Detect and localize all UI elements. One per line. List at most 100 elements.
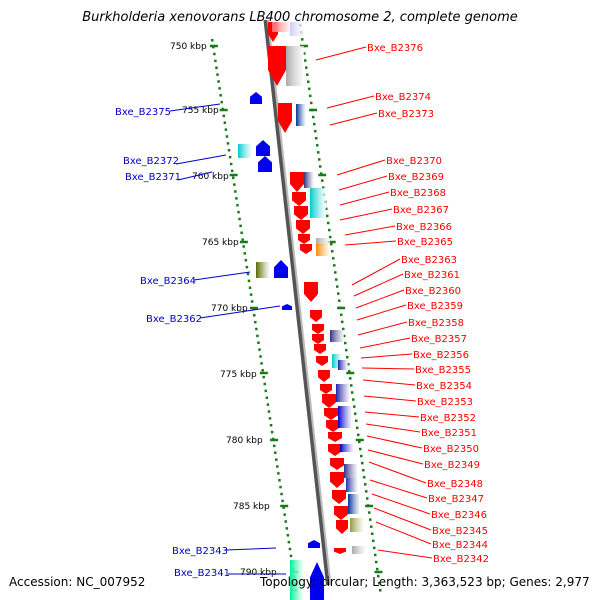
left-gene-label[interactable]: Bxe_B2371 <box>125 172 181 183</box>
gene-block <box>336 384 350 402</box>
scale-dot <box>228 155 232 159</box>
left-gene-labels: Bxe_B2375 Bxe_B2372 Bxe_B2371 Bxe_B2364 Bxe_… <box>115 103 286 579</box>
right-gene-label[interactable]: Bxe_B2361 <box>404 270 460 281</box>
right-gene-label[interactable]: Bxe_B2353 <box>417 397 473 408</box>
right-gene-label[interactable]: Bxe_B2349 <box>424 460 480 471</box>
right-gene-label[interactable]: Bxe_B2345 <box>432 526 488 537</box>
scale-dot <box>277 472 280 475</box>
gene-arrow-red <box>328 432 342 442</box>
scale-dot <box>317 151 320 154</box>
gene-arrow-red <box>316 356 328 366</box>
right-gene-label[interactable]: Bxe_B2354 <box>416 381 472 392</box>
right-gene-label[interactable]: Bxe_B2366 <box>396 222 452 233</box>
right-gene-label[interactable]: Bxe_B2369 <box>388 172 444 183</box>
right-label-leader <box>364 411 420 418</box>
right-label-leader <box>356 304 407 321</box>
scale-label: 760 kbp <box>192 172 229 182</box>
scale-dot <box>376 567 379 571</box>
scale-dot <box>321 179 324 182</box>
right-gene-label[interactable]: Bxe_B2363 <box>401 255 457 266</box>
scale-dot <box>307 80 310 83</box>
right-label-leader <box>360 353 413 359</box>
gene-arrow-red <box>330 472 344 488</box>
scale-dot <box>304 59 307 62</box>
right-gene-label[interactable]: Bxe_B2346 <box>431 510 487 521</box>
right-gene-label[interactable]: Bxe_B2357 <box>411 334 467 345</box>
scale-dot <box>332 257 335 260</box>
left-gene-label[interactable]: Bxe_B2343 <box>172 546 228 557</box>
right-gene-label[interactable]: Bxe_B2359 <box>407 301 463 312</box>
scale-dot <box>318 158 321 161</box>
scale-dot <box>349 377 352 380</box>
scale-dot <box>287 540 291 544</box>
scale-dot <box>282 506 285 509</box>
right-gene-label[interactable]: Bxe_B2356 <box>413 350 469 361</box>
scale-dot <box>215 66 218 69</box>
left-gene-label[interactable]: Bxe_B2375 <box>115 107 171 118</box>
scale-dot <box>236 204 239 207</box>
scale-dot <box>278 479 281 482</box>
scale-dot <box>280 492 283 496</box>
scale-dot <box>232 176 235 179</box>
left-label-leader <box>177 171 213 181</box>
left-gene-label[interactable]: Bxe_B2362 <box>146 314 202 325</box>
scale-dot <box>229 162 233 166</box>
right-gene-label[interactable]: Bxe_B2358 <box>408 318 464 329</box>
gene-arrow-red <box>296 220 310 234</box>
gene-arrow-blue <box>308 540 320 548</box>
right-label-leader <box>357 321 408 336</box>
scale-dot <box>336 285 339 288</box>
accession-label: Accession: NC_007952 <box>9 575 146 589</box>
left-gene-label[interactable]: Bxe_B2341 <box>174 568 230 579</box>
gene-arrow-red <box>292 192 306 206</box>
scale-dot <box>286 534 290 537</box>
scale-dot <box>217 80 220 83</box>
right-label-leader <box>359 337 411 349</box>
scale-dot <box>281 499 284 503</box>
left-gene-label[interactable]: Bxe_B2364 <box>140 276 196 287</box>
scale-label: 790 kbp <box>240 568 277 578</box>
scale-dot <box>227 149 231 152</box>
gene-arrow-blue <box>250 92 262 104</box>
right-gene-label[interactable]: Bxe_B2373 <box>378 109 434 120</box>
scale-dot <box>334 271 337 274</box>
right-gene-label[interactable]: Bxe_B2355 <box>415 365 471 376</box>
scale-dot <box>301 38 304 41</box>
scale-dot <box>364 483 367 486</box>
right-label-leader <box>366 435 423 449</box>
scale-dot <box>263 382 266 386</box>
scale-dot <box>256 334 259 338</box>
scale-dot <box>262 375 265 379</box>
right-gene-label[interactable]: Bxe_B2344 <box>432 540 488 551</box>
scale-dot <box>374 553 377 557</box>
scale-dot <box>283 513 286 516</box>
scale-dot <box>239 224 242 228</box>
gene-arrow-red <box>324 408 338 420</box>
scale-dot <box>235 197 238 200</box>
gene-arrow-red <box>328 444 342 456</box>
right-gene-label[interactable]: Bxe_B2365 <box>397 237 453 248</box>
left-label-leader <box>199 305 281 319</box>
right-gene-label[interactable]: Bxe_B2370 <box>386 156 442 167</box>
right-gene-label[interactable]: Bxe_B2368 <box>390 188 446 199</box>
right-gene-label[interactable]: Bxe_B2367 <box>393 205 449 216</box>
right-gene-label[interactable]: Bxe_B2347 <box>428 494 484 505</box>
scale-dot <box>347 363 350 366</box>
right-gene-label[interactable]: Bxe_B2342 <box>433 554 489 565</box>
scale-dot <box>341 320 344 324</box>
right-gene-label[interactable]: Bxe_B2360 <box>405 286 461 297</box>
right-label-leader <box>361 367 415 370</box>
right-gene-label[interactable]: Bxe_B2352 <box>420 413 476 424</box>
scale-dot <box>365 490 368 493</box>
right-label-leader <box>377 549 433 559</box>
right-gene-label[interactable]: Bxe_B2376 <box>367 43 423 54</box>
right-gene-label[interactable]: Bxe_B2351 <box>421 428 477 439</box>
right-gene-label[interactable]: Bxe_B2350 <box>423 444 479 455</box>
right-gene-label[interactable]: Bxe_B2374 <box>375 92 431 103</box>
right-gene-label[interactable]: Bxe_B2348 <box>427 479 483 490</box>
scale-dot <box>238 217 241 221</box>
gene-block <box>348 494 360 514</box>
scale-dot <box>261 369 264 372</box>
left-gene-label[interactable]: Bxe_B2372 <box>123 156 179 167</box>
